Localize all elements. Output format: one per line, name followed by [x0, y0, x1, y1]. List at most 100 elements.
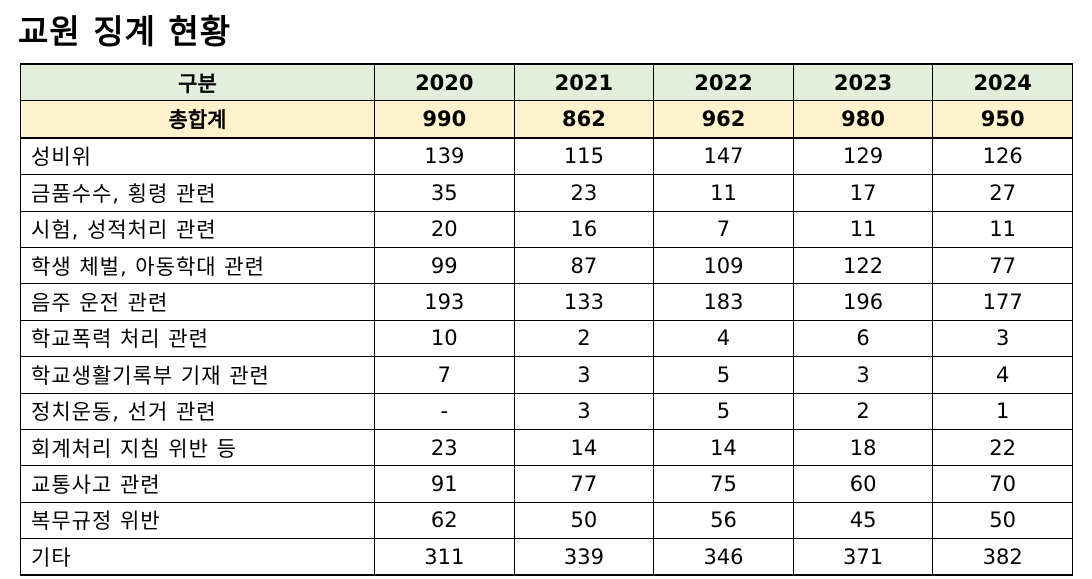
row-value-cell: 70 — [932, 465, 1073, 503]
row-value-cell: 3 — [513, 356, 655, 394]
total-row: 총합계 990 862 962 980 950 — [20, 100, 1073, 139]
row-value-cell: 5 — [653, 356, 794, 394]
row-value-cell: - — [374, 393, 515, 430]
row-label-cell: 금품수수, 횡령 관련 — [20, 174, 375, 212]
row-value-cell: 22 — [932, 429, 1073, 467]
row-value-cell: 109 — [653, 247, 794, 285]
row-value-cell: 2 — [792, 393, 934, 430]
total-label-cell: 총합계 — [20, 100, 375, 139]
row-value-cell: 3 — [932, 320, 1073, 358]
row-value-cell: 115 — [513, 137, 655, 176]
row-label-cell: 교통사고 관련 — [20, 465, 375, 503]
row-value-cell: 6 — [792, 320, 934, 358]
row-value-cell: 45 — [792, 502, 934, 540]
row-value-cell: 2 — [513, 320, 655, 358]
row-value-cell: 18 — [792, 429, 934, 467]
row-value-cell: 50 — [513, 502, 655, 540]
header-row: 구분 2020 2021 2022 2023 2024 — [20, 63, 1073, 102]
row-value-cell: 16 — [513, 211, 655, 248]
row-label-cell: 성비위 — [20, 137, 375, 176]
row-label-cell: 학교생활기록부 기재 관련 — [20, 356, 375, 394]
row-value-cell: 77 — [932, 247, 1073, 285]
row-label-cell: 학교폭력 처리 관련 — [20, 320, 375, 358]
row-value-cell: 62 — [374, 502, 515, 540]
row-value-cell: 3 — [513, 393, 655, 430]
header-label-cell: 구분 — [20, 63, 375, 102]
total-value-cell: 980 — [792, 100, 934, 139]
total-value-cell: 862 — [513, 100, 655, 139]
discipline-table: 구분 2020 2021 2022 2023 2024 총합계 990 862 … — [20, 63, 1073, 577]
table-row: 음주 운전 관련 193 133 183 196 177 — [20, 283, 1073, 321]
row-value-cell: 147 — [653, 137, 794, 176]
table-title: 교원 징계 현황 — [18, 12, 232, 51]
header-year-cell: 2023 — [792, 63, 934, 102]
row-value-cell: 183 — [653, 283, 794, 321]
row-value-cell: 23 — [513, 174, 655, 212]
row-value-cell: 50 — [932, 502, 1073, 540]
row-value-cell: 87 — [513, 247, 655, 285]
row-value-cell: 11 — [932, 211, 1073, 248]
row-label-cell: 기타 — [20, 538, 375, 577]
row-label-cell: 회계처리 지침 위반 등 — [20, 429, 375, 467]
row-value-cell: 91 — [374, 465, 515, 503]
row-value-cell: 339 — [513, 538, 655, 577]
row-value-cell: 3 — [792, 356, 934, 394]
row-label-cell: 복무규정 위반 — [20, 502, 375, 540]
row-value-cell: 77 — [513, 465, 655, 503]
row-value-cell: 311 — [374, 538, 515, 577]
table-row: 정치운동, 선거 관련 -3 5 2 1 — [20, 393, 1073, 430]
row-value-cell: 27 — [932, 174, 1073, 212]
table-row: 금품수수, 횡령 관련 35 23 11 17 27 — [20, 174, 1073, 212]
row-value-cell: 11 — [792, 211, 934, 248]
row-value-cell: 11 — [653, 174, 794, 212]
header-year-cell: 2024 — [932, 63, 1073, 102]
row-value-cell: 133 — [513, 283, 655, 321]
row-value-cell: 75 — [653, 465, 794, 503]
row-value-cell: 346 — [653, 538, 794, 577]
row-label-cell: 시험, 성적처리 관련 — [20, 211, 375, 248]
row-value-cell: 4 — [932, 356, 1073, 394]
header-year-cell: 2020 — [374, 63, 515, 102]
row-value-cell: 17 — [792, 174, 934, 212]
total-value-cell: 962 — [653, 100, 794, 139]
row-value-cell: 7 — [374, 356, 515, 394]
row-value-cell: 7 — [653, 211, 794, 248]
row-value-cell: 126 — [932, 137, 1073, 176]
row-value-cell: 4 — [653, 320, 794, 358]
row-value-cell: 196 — [792, 283, 934, 321]
row-value-cell: 20 — [374, 211, 515, 248]
row-label-cell: 정치운동, 선거 관련 — [20, 393, 375, 430]
total-value-cell: 950 — [932, 100, 1073, 139]
table-row: 복무규정 위반 62 50 56 45 50 — [20, 502, 1073, 540]
row-value-cell: 382 — [932, 538, 1073, 577]
row-value-cell: 122 — [792, 247, 934, 285]
row-value-cell: 5 — [653, 393, 794, 430]
row-value-cell: 99 — [374, 247, 515, 285]
row-value-cell: 177 — [932, 283, 1073, 321]
table-row: 회계처리 지침 위반 등 23 14 14 18 22 — [20, 429, 1073, 467]
header-year-cell: 2022 — [653, 63, 794, 102]
table-row: 성비위 139 115 147 129 126 — [20, 137, 1073, 176]
row-value-cell: 35 — [374, 174, 515, 212]
row-value-cell: 10 — [374, 320, 515, 358]
row-value-cell: 139 — [374, 137, 515, 176]
row-label-cell: 학생 체벌, 아동학대 관련 — [20, 247, 375, 285]
row-value-cell: 14 — [653, 429, 794, 467]
table-row: 학생 체벌, 아동학대 관련 99 87 109 122 77 — [20, 247, 1073, 285]
row-value-cell: 14 — [513, 429, 655, 467]
row-value-cell: 371 — [792, 538, 934, 577]
row-value-cell: 193 — [374, 283, 515, 321]
table-row: 교통사고 관련 91 77 75 60 70 — [20, 465, 1073, 503]
total-value-cell: 990 — [374, 100, 515, 139]
row-value-cell: 1 — [932, 393, 1073, 430]
table-row: 학교생활기록부 기재 관련 7 3 5 3 4 — [20, 356, 1073, 394]
row-value-cell: 23 — [374, 429, 515, 467]
row-label-cell: 음주 운전 관련 — [20, 283, 375, 321]
table-row: 시험, 성적처리 관련 20 16 7 11 11 — [20, 211, 1073, 248]
table-row: 학교폭력 처리 관련 10 2 4 6 3 — [20, 320, 1073, 358]
row-value-cell: 56 — [653, 502, 794, 540]
row-value-cell: 60 — [792, 465, 934, 503]
table-row: 기타 311 339 346 371 382 — [20, 538, 1073, 577]
header-year-cell: 2021 — [513, 63, 655, 102]
